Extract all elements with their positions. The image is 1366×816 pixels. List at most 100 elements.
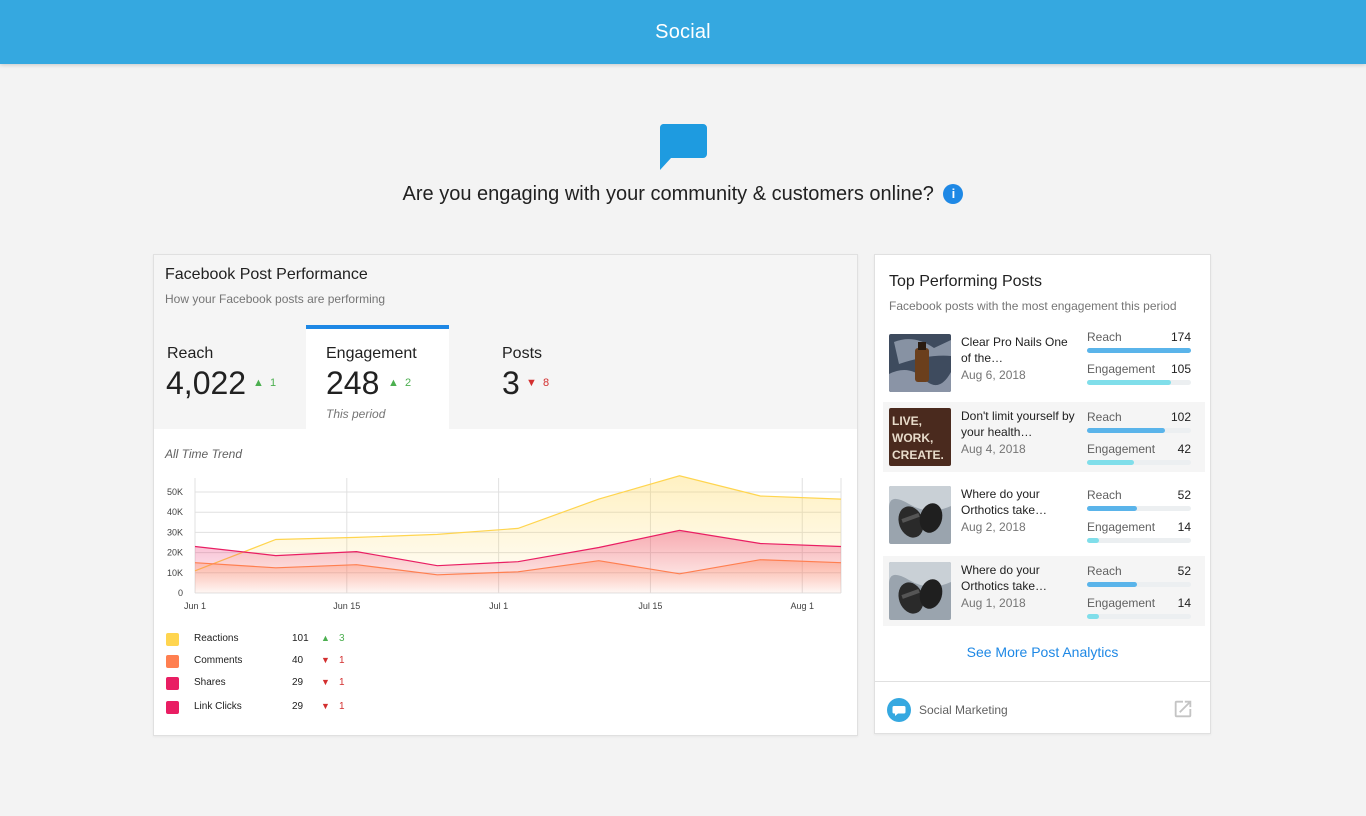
post-item[interactable]: Clear Pro Nails One of the… Aug 6, 2018 Re… xyxy=(883,328,1205,398)
post-item[interactable]: Where do your Orthotics take… Aug 1, 2018… xyxy=(883,556,1205,626)
metric-value: 4,022 xyxy=(166,365,247,401)
reach-label: Reach xyxy=(1087,564,1122,578)
legend-name: Reactions xyxy=(194,633,239,644)
footer-app-name: Social Marketing xyxy=(919,703,1008,717)
engagement-value: 105 xyxy=(1170,362,1191,376)
svg-text:CREATE.: CREATE. xyxy=(892,448,944,462)
engagement-label: Engagement xyxy=(1087,362,1156,376)
engagement-label: Engagement xyxy=(1087,520,1156,534)
post-thumbnail xyxy=(889,334,951,392)
legend-value: 29 xyxy=(292,701,304,712)
reach-bar xyxy=(1087,428,1191,433)
post-thumbnail xyxy=(889,562,951,620)
reach-label: Reach xyxy=(1087,410,1122,424)
tab-engagement[interactable]: Engagement 248 ▲ 2 This period xyxy=(306,325,449,429)
post-thumbnail xyxy=(889,486,951,544)
tab-posts[interactable]: Posts 3 ▼ 8 xyxy=(489,325,609,429)
metric-delta: ▲ 2 xyxy=(388,377,412,389)
post-item[interactable]: Where do your Orthotics take… Aug 2, 2018… xyxy=(883,480,1205,550)
svg-text:LIVE,: LIVE, xyxy=(892,414,922,428)
down-arrow-icon: ▼ xyxy=(321,701,330,711)
x-tick-label: Jun 1 xyxy=(184,601,206,611)
legend-value: 29 xyxy=(292,677,304,688)
engagement-label: Engagement xyxy=(1087,442,1156,456)
x-tick-label: Jul 15 xyxy=(638,601,662,611)
legend-delta: 1 xyxy=(339,677,345,688)
series-line-comments xyxy=(194,559,842,576)
post-item[interactable]: LIVE, WORK, CREATE. Don't limit yourself by… xyxy=(883,402,1205,472)
engagement-bar-fill xyxy=(1087,538,1100,543)
y-tick-label: 40K xyxy=(167,507,183,517)
legend-swatch xyxy=(166,677,179,690)
engagement-bar-fill xyxy=(1087,380,1172,385)
metric-value: 3 xyxy=(502,365,520,401)
reach-value: 52 xyxy=(1177,564,1191,578)
up-arrow-icon: ▲ xyxy=(388,377,399,389)
post-reach-stat: Reach 52 xyxy=(1087,564,1191,587)
metric-value: 248 xyxy=(326,365,380,401)
series-area-comments xyxy=(195,559,841,593)
performance-header: Facebook Post Performance How your Faceb… xyxy=(154,255,857,429)
reach-bar-fill xyxy=(1087,348,1191,353)
post-engagement-stat: Engagement 14 xyxy=(1087,596,1191,619)
legend-swatch xyxy=(166,655,179,668)
tab-reach[interactable]: Reach 4,022 ▲ 1 xyxy=(154,325,306,429)
card-subtitle: How your Facebook posts are performing xyxy=(165,292,386,306)
post-date: Aug 2, 2018 xyxy=(961,520,1026,534)
engagement-bar-fill xyxy=(1087,614,1100,619)
y-tick-label: 20K xyxy=(167,548,183,558)
legend-name: Shares xyxy=(194,677,226,688)
series-line-reactions xyxy=(194,475,842,572)
y-tick-label: 50K xyxy=(167,487,183,497)
up-arrow-icon: ▲ xyxy=(253,377,264,389)
metric-label: Engagement xyxy=(326,345,417,362)
metric-delta: ▲ 1 xyxy=(253,377,277,389)
trend-chart-area: All Time Trend 0 10K 20K 30K 40K 50K Jun 1 Jun … xyxy=(154,429,857,735)
legend-name: Link Clicks xyxy=(194,701,242,712)
post-engagement-stat: Engagement 42 xyxy=(1087,442,1191,465)
info-icon[interactable]: i xyxy=(943,184,964,204)
post-title: Clear Pro Nails One of the… xyxy=(961,335,1068,365)
page-title: Social xyxy=(655,20,711,43)
engagement-value: 42 xyxy=(1177,442,1191,456)
see-more-post-analytics-link[interactable]: See More Post Analytics xyxy=(966,644,1119,660)
post-date: Aug 1, 2018 xyxy=(961,596,1026,610)
post-reach-stat: Reach 102 xyxy=(1087,410,1191,433)
social-marketing-logo-icon xyxy=(887,698,911,722)
y-tick-label: 0 xyxy=(178,588,183,598)
y-tick-label: 30K xyxy=(167,527,183,537)
legend-swatch xyxy=(166,701,179,714)
y-tick-label: 10K xyxy=(167,568,183,578)
svg-text:WORK,: WORK, xyxy=(892,431,933,445)
post-date: Aug 4, 2018 xyxy=(961,442,1026,456)
metric-label: Posts xyxy=(502,345,543,362)
engagement-bar xyxy=(1087,614,1191,619)
reach-bar xyxy=(1087,348,1191,353)
post-reach-stat: Reach 174 xyxy=(1087,330,1191,353)
metric-period: This period xyxy=(326,407,386,421)
trend-chart: 0 10K 20K 30K 40K 50K Jun 1 Jun 15 Jul 1 Jul 15 Au… xyxy=(167,475,842,611)
trend-label: All Time Trend xyxy=(165,447,243,461)
engagement-label: Engagement xyxy=(1087,596,1156,610)
engagement-bar-fill xyxy=(1087,460,1134,465)
reach-bar xyxy=(1087,582,1191,587)
open-external-icon[interactable] xyxy=(1172,698,1194,720)
reach-value: 174 xyxy=(1170,330,1191,344)
post-reach-stat: Reach 52 xyxy=(1087,488,1191,511)
legend-delta: 3 xyxy=(339,633,345,644)
post-thumbnail: LIVE, WORK, CREATE. xyxy=(889,408,951,466)
engagement-value: 14 xyxy=(1177,596,1191,610)
card-subtitle: Facebook posts with the most engagement … xyxy=(889,299,1177,313)
post-title: Where do your Orthotics take… xyxy=(961,487,1048,517)
up-arrow-icon: ▲ xyxy=(321,633,330,643)
post-date: Aug 6, 2018 xyxy=(961,368,1026,382)
x-tick-label: Aug 1 xyxy=(790,601,814,611)
metric-delta: ▼ 8 xyxy=(526,377,550,389)
card-title: Facebook Post Performance xyxy=(165,266,368,283)
card-footer: Social Marketing xyxy=(875,681,1210,734)
series-line-shares xyxy=(194,529,842,567)
legend-value: 101 xyxy=(292,633,309,644)
engagement-bar xyxy=(1087,460,1191,465)
metric-label: Reach xyxy=(167,345,214,362)
post-title: Where do your Orthotics take… xyxy=(961,563,1048,593)
